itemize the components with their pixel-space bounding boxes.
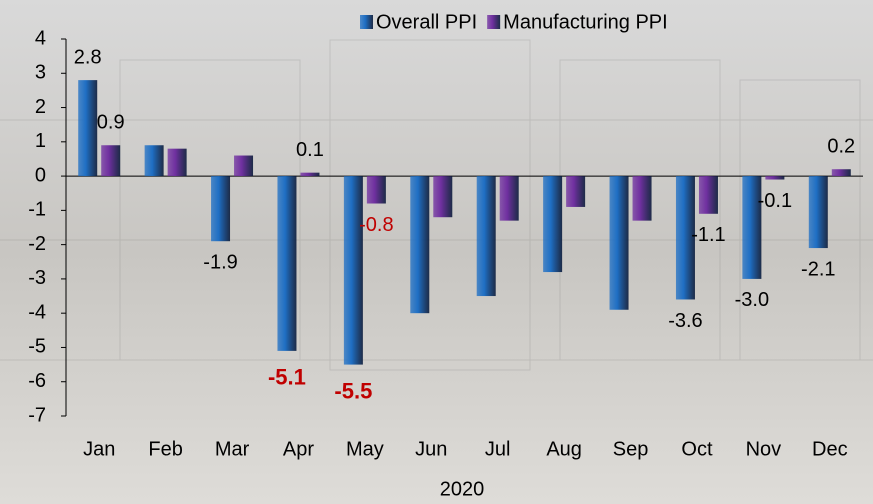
bar	[500, 176, 519, 221]
bar	[566, 176, 585, 207]
x-tick-label: Jul	[485, 438, 511, 460]
data-label: -0.1	[758, 190, 792, 212]
data-label: 0.2	[827, 136, 855, 158]
y-tick-label: 4	[35, 27, 46, 49]
y-tick-label: 0	[35, 164, 46, 186]
bar	[145, 145, 164, 176]
data-label: -5.5	[334, 378, 372, 403]
bar	[211, 176, 230, 241]
x-tick-label: Oct	[681, 438, 713, 460]
x-axis-label: 2020	[440, 478, 485, 500]
bar	[344, 176, 363, 365]
legend-swatch	[487, 15, 500, 29]
bar	[367, 176, 386, 203]
x-tick-label: Sep	[613, 438, 649, 460]
x-tick-label: Feb	[148, 438, 182, 460]
data-label: 0.1	[296, 139, 324, 161]
legend-swatch	[360, 15, 373, 29]
x-tick-label: Dec	[812, 438, 848, 460]
data-label: -5.1	[268, 365, 306, 390]
bar	[699, 176, 718, 214]
bar	[300, 173, 319, 176]
bar	[809, 176, 828, 248]
legend-label: Overall PPI	[376, 11, 477, 33]
bar	[433, 176, 452, 217]
y-tick-label: -7	[28, 404, 46, 426]
chart: 2020 -7 -6 -5 -4 -3 -2 -1 0 1 2 3 4 Jan 2.8 0.9 Feb Mar -…	[0, 0, 873, 504]
bar	[78, 80, 97, 176]
data-label: -3.6	[668, 310, 702, 332]
background	[0, 0, 873, 504]
bar	[234, 156, 253, 177]
y-tick-label: 3	[35, 62, 46, 84]
bar	[410, 176, 429, 313]
data-label: -0.8	[359, 214, 393, 236]
y-tick-label: 2	[35, 96, 46, 118]
y-tick-label: -5	[28, 336, 46, 358]
x-tick-label: May	[346, 438, 384, 460]
x-tick-label: Aug	[546, 438, 582, 460]
bar	[477, 176, 496, 296]
x-tick-label: Mar	[215, 438, 250, 460]
data-label: 2.8	[74, 46, 102, 68]
data-label: -1.9	[203, 251, 237, 273]
data-label: -1.1	[691, 224, 725, 246]
data-label: -2.1	[801, 258, 835, 280]
x-tick-label: Apr	[283, 438, 314, 460]
bar	[543, 176, 562, 272]
y-tick-label: -2	[28, 233, 46, 255]
x-tick-label: Nov	[746, 438, 782, 460]
page: {"chart_data": { "type": "bar", "x_label…	[0, 0, 873, 504]
bar	[765, 176, 784, 179]
bar	[168, 149, 187, 176]
legend-label: Manufacturing PPI	[503, 11, 668, 33]
data-label: 0.9	[97, 112, 125, 134]
y-tick-label: -6	[28, 370, 46, 392]
bar	[832, 169, 851, 176]
y-tick-label: -4	[28, 301, 46, 323]
bar	[633, 176, 652, 221]
y-tick-label: -3	[28, 267, 46, 289]
x-tick-label: Jan	[83, 438, 115, 460]
bar	[101, 145, 120, 176]
y-tick-label: -1	[28, 199, 46, 221]
bar	[610, 176, 629, 310]
x-tick-label: Jun	[415, 438, 447, 460]
y-tick-label: 1	[35, 130, 46, 152]
bar	[277, 176, 296, 351]
data-label: -3.0	[735, 289, 769, 311]
